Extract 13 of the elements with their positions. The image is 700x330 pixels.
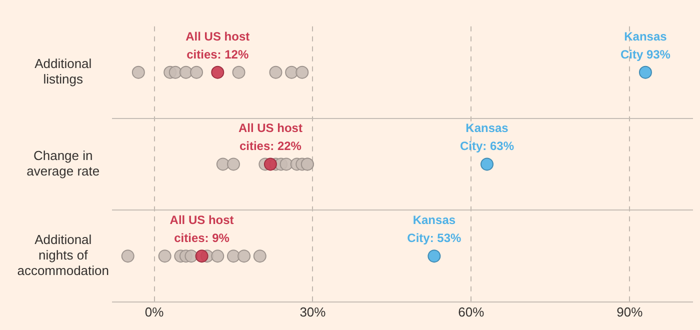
y-tick-label: Additional nights of accommodation [17,232,110,278]
annotation: Kansas City: 63% [460,121,514,154]
annotation: Kansas City: 53% [407,213,462,246]
y-tick-label: Change in average rate [26,148,100,179]
annotation: Kansas City 93% [620,29,671,62]
x-tick-label: 30% [300,304,326,320]
annotation: All US host cities: 22% [238,121,302,154]
annotation: All US host cities: 9% [170,213,234,246]
annotation: All US host cities: 12% [186,29,250,62]
x-tick-label: 0% [144,304,164,320]
x-tick-label: 90% [616,304,644,320]
x-tick-label: 60% [458,304,485,320]
y-tick-label: Additional listings [34,56,92,87]
